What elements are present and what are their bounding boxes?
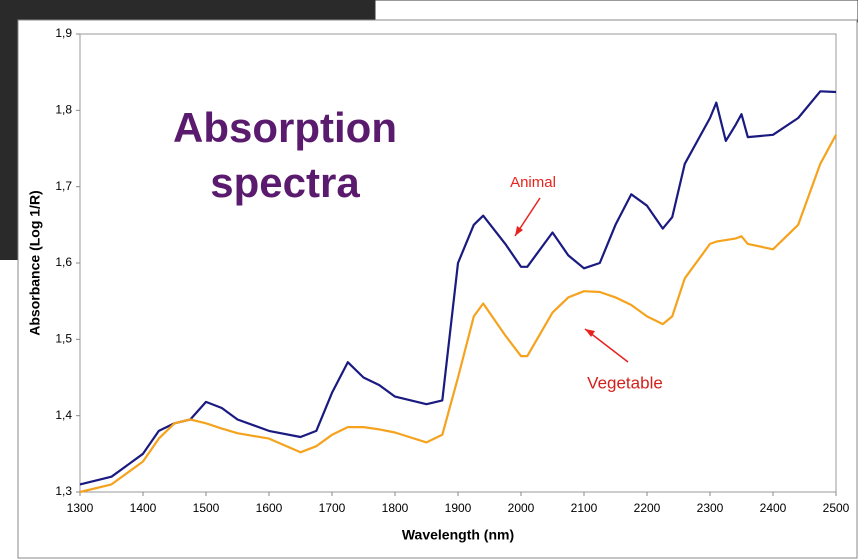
x-tick-label: 2300 xyxy=(697,501,724,515)
x-tick-label: 1800 xyxy=(382,501,409,515)
series-line xyxy=(79,134,837,494)
y-tick-label: 1,5 xyxy=(55,332,72,346)
arrow-head xyxy=(585,329,595,337)
series-label: Vegetable xyxy=(587,373,663,392)
y-tick-label: 1,7 xyxy=(55,179,72,193)
x-tick-label: 2400 xyxy=(760,501,787,515)
series-line xyxy=(79,90,837,486)
top-frame xyxy=(374,0,858,23)
series-label: Animal xyxy=(510,174,556,191)
x-tick-label: 1600 xyxy=(256,501,283,515)
y-axis-label: Absorbance (Log 1/R) xyxy=(27,190,43,335)
x-tick-label: 2500 xyxy=(823,501,850,515)
x-axis-label: Wavelength (nm) xyxy=(402,527,514,543)
x-tick-label: 1300 xyxy=(67,501,94,515)
y-tick-label: 1,6 xyxy=(55,255,72,269)
x-tick-label: 1900 xyxy=(445,501,472,515)
x-tick-label: 2100 xyxy=(571,501,598,515)
y-tick-label: 1,4 xyxy=(55,408,72,422)
x-tick-label: 1500 xyxy=(193,501,220,515)
x-tick-label: 1400 xyxy=(130,501,157,515)
x-tick-label: 1700 xyxy=(319,501,346,515)
x-tick-label: 2200 xyxy=(634,501,661,515)
y-tick-label: 1,9 xyxy=(55,26,72,40)
arrow-head xyxy=(515,226,523,236)
y-tick-label: 1,3 xyxy=(55,484,72,498)
x-tick-label: 2000 xyxy=(508,501,535,515)
chart-title: Absorption spectra xyxy=(173,104,397,206)
y-tick-label: 1,8 xyxy=(55,103,72,117)
